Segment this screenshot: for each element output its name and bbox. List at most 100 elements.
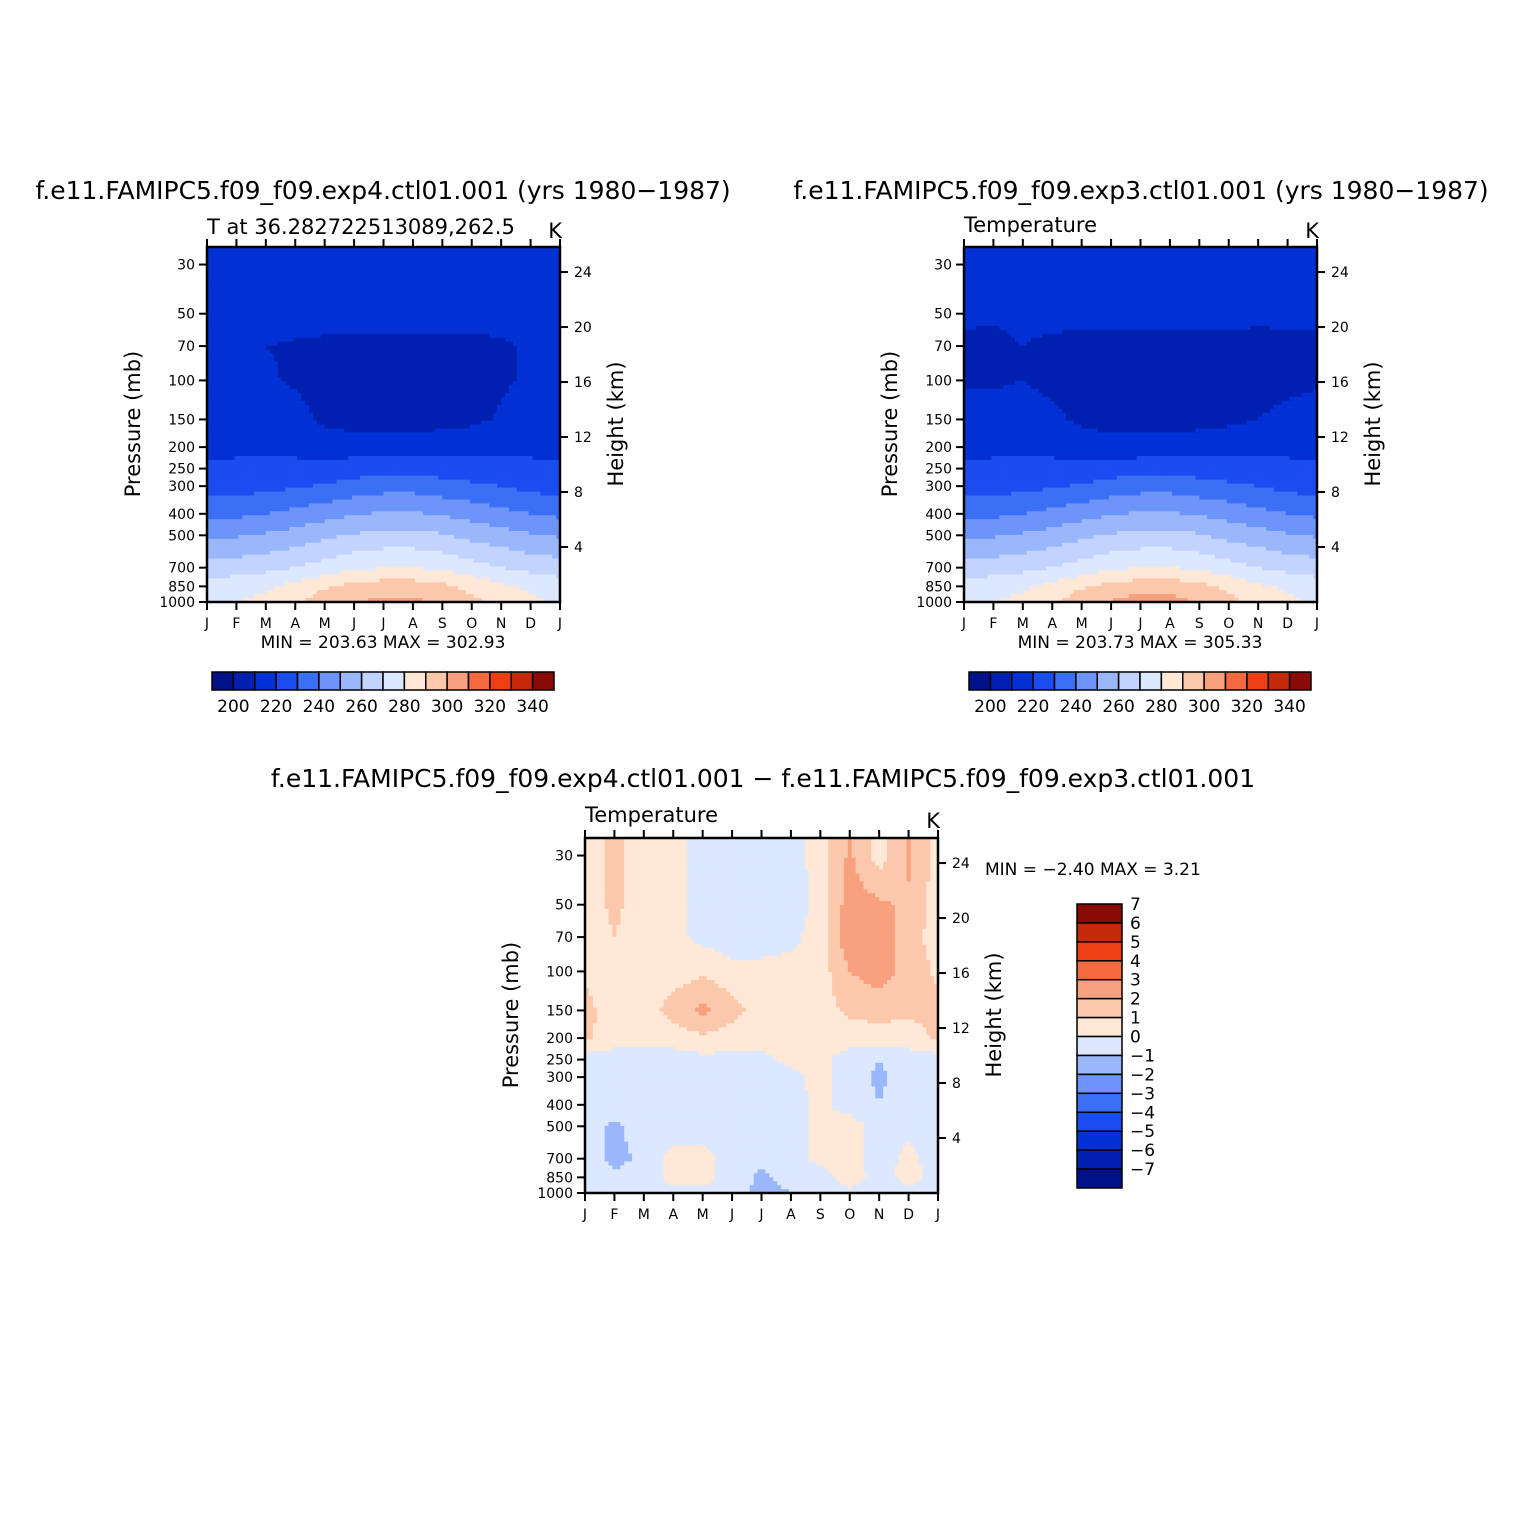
contour-cell: [223, 314, 228, 319]
contour-cell: [325, 448, 330, 453]
contour-cell: [403, 290, 408, 295]
contour-cell: [258, 251, 263, 256]
contour-cell: [462, 365, 467, 370]
contour-cell: [485, 357, 490, 362]
contour-cell: [466, 350, 471, 355]
contour-cell: [364, 440, 369, 445]
contour-cell: [489, 460, 494, 465]
contour-cell: [301, 306, 306, 311]
contour-cell: [505, 377, 510, 382]
contour-cell: [285, 290, 290, 295]
contour-cell: [289, 346, 294, 351]
contour-cell: [387, 338, 392, 343]
contour-cell: [536, 263, 541, 268]
contour-cell: [317, 342, 322, 347]
contour-cell: [215, 444, 220, 449]
contour-cell: [219, 464, 224, 469]
contour-cell: [454, 460, 459, 465]
contour-cell: [513, 428, 518, 433]
contour-cell: [309, 361, 314, 366]
contour-cell: [211, 409, 216, 414]
contour-cell: [270, 428, 275, 433]
contour-cell: [407, 306, 412, 311]
contour-cell: [548, 393, 553, 398]
contour-cell: [223, 346, 228, 351]
contour-cell: [321, 440, 326, 445]
contour-cell: [423, 409, 428, 414]
contour-cell: [403, 436, 408, 441]
contour-cell: [285, 385, 290, 390]
contour-cell: [478, 342, 483, 347]
contour-cell: [285, 413, 290, 418]
contour-cell: [333, 456, 338, 461]
contour-cell: [442, 432, 447, 437]
contour-cell: [336, 385, 341, 390]
contour-cell: [278, 401, 283, 406]
contour-cell: [384, 452, 389, 457]
contour-cell: [497, 294, 502, 299]
contour-cell: [242, 436, 247, 441]
contour-cell: [266, 298, 271, 303]
contour-cell: [387, 279, 392, 284]
contour-cell: [380, 283, 385, 288]
contour-cell: [289, 417, 294, 422]
contour-cell: [431, 413, 436, 418]
contour-cell: [242, 385, 247, 390]
contour-cell: [513, 350, 518, 355]
contour-cell: [309, 330, 314, 335]
contour-cell: [485, 346, 490, 351]
contour-cell: [482, 365, 487, 370]
contour-cell: [462, 425, 467, 430]
contour-cell: [478, 397, 483, 402]
contour-cell: [513, 259, 518, 264]
contour-cell: [462, 279, 467, 284]
contour-cell: [478, 389, 483, 394]
contour-cell: [344, 290, 349, 295]
contour-cell: [246, 310, 251, 315]
contour-cell: [415, 421, 420, 426]
contour-cell: [285, 271, 290, 276]
contour-cell: [250, 259, 255, 264]
contour-cell: [438, 393, 443, 398]
contour-cell: [395, 306, 400, 311]
contour-cell: [360, 436, 365, 441]
contour-cell: [293, 298, 298, 303]
contour-cell: [384, 409, 389, 414]
contour-cell: [223, 413, 228, 418]
contour-cell: [211, 279, 216, 284]
contour-cell: [489, 342, 494, 347]
contour-cell: [474, 361, 479, 366]
contour-cell: [446, 322, 451, 327]
contour-cell: [407, 373, 412, 378]
contour-cell: [234, 271, 239, 276]
contour-cell: [533, 393, 538, 398]
contour-cell: [348, 314, 353, 319]
contour-cell: [427, 389, 432, 394]
contour-cell: [278, 310, 283, 315]
contour-cell: [485, 452, 490, 457]
contour-cell: [536, 413, 541, 418]
contour-cell: [289, 326, 294, 331]
contour-cell: [305, 318, 310, 323]
contour-cell: [325, 251, 330, 256]
contour-cell: [454, 381, 459, 386]
contour-cell: [348, 251, 353, 256]
contour-cell: [348, 354, 353, 359]
contour-cell: [466, 283, 471, 288]
contour-cell: [521, 448, 526, 453]
contour-cell: [219, 251, 224, 256]
contour-cell: [211, 365, 216, 370]
contour-cell: [478, 460, 483, 465]
contour-cell: [282, 436, 287, 441]
contour-cell: [376, 271, 381, 276]
contour-cell: [242, 259, 247, 264]
contour-cell: [415, 318, 420, 323]
contour-cell: [431, 290, 436, 295]
contour-cell: [317, 255, 322, 260]
contour-cell: [391, 286, 396, 291]
contour-cell: [305, 267, 310, 272]
contour-cell: [250, 361, 255, 366]
contour-cell: [246, 267, 251, 272]
contour-cell: [333, 346, 338, 351]
contour-cell: [434, 381, 439, 386]
